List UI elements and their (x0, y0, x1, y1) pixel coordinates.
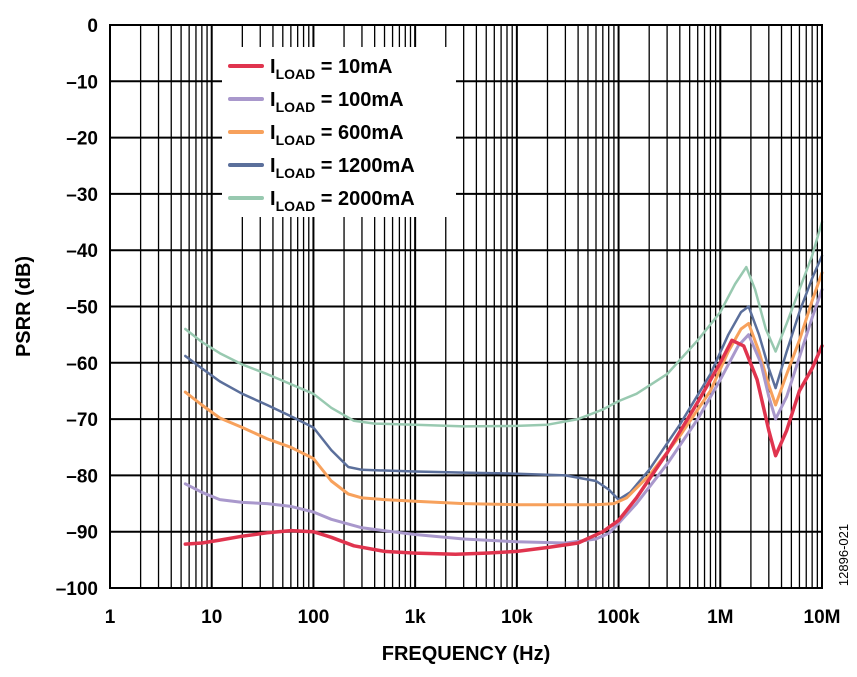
legend-label-subscript: LOAD (276, 132, 316, 148)
legend-label-value: = 1200mA (315, 155, 415, 177)
x-tick-labels: 1 10 100 1k 10k 100k 1M 10M (105, 607, 841, 628)
y-tick-label: –80 (66, 466, 98, 487)
legend-label: ILOAD = 2000mA (270, 188, 415, 214)
y-tick-label: –30 (66, 185, 98, 206)
legend-label-subscript: LOAD (276, 198, 316, 214)
x-tick-label: 1M (707, 607, 733, 628)
legend-label-value: = 10mA (315, 56, 392, 78)
series-line (184, 220, 824, 428)
series-line (183, 338, 824, 556)
y-axis-title: PSRR (dB) (13, 256, 35, 357)
y-tick-label: –50 (66, 298, 98, 319)
legend-label: ILOAD = 600mA (270, 122, 404, 148)
y-tick-label: –60 (66, 354, 98, 375)
x-tick-label: 10k (501, 607, 533, 628)
x-tick-label: 100k (597, 607, 640, 628)
legend-label-subscript: LOAD (276, 99, 316, 115)
x-axis-title: FREQUENCY (Hz) (382, 643, 551, 665)
y-tick-label: –20 (66, 129, 98, 150)
series-line (183, 288, 824, 545)
legend-label-value: = 100mA (315, 89, 403, 111)
y-tick-label: –40 (66, 241, 98, 262)
figure-id: 12896-021 (836, 524, 851, 586)
y-tick-labels: 0 –10 –20 –30 –40 –50 –60 –70 –80 –90 –100 (56, 16, 98, 600)
legend-label-subscript: LOAD (276, 165, 316, 181)
series-line (184, 254, 824, 501)
legend-label-main: I (270, 155, 276, 177)
x-tick-label: 10 (201, 607, 222, 628)
y-tick-label: –10 (66, 72, 98, 93)
series-layer (183, 220, 824, 556)
x-tick-label: 1 (105, 607, 116, 628)
y-tick-label: –100 (56, 579, 98, 600)
y-tick-label: –70 (66, 410, 98, 431)
x-tick-label: 1k (405, 607, 427, 628)
legend-label-main: I (270, 188, 276, 210)
legend-label-value: = 2000mA (315, 188, 415, 210)
legend-label: ILOAD = 1200mA (270, 155, 415, 181)
legend-label: ILOAD = 100mA (270, 89, 404, 115)
plot-frame (109, 24, 823, 589)
legend-label-main: I (270, 122, 276, 144)
y-tick-label: –90 (66, 523, 98, 544)
legend-label-main: I (270, 89, 276, 111)
x-tick-label: 10M (804, 607, 841, 628)
legend-label-value: = 600mA (315, 122, 403, 144)
y-tick-label: 0 (87, 16, 98, 37)
legend-label-main: I (270, 56, 276, 78)
series-line (183, 271, 824, 507)
legend-label: ILOAD = 10mA (270, 56, 393, 82)
legend-label-subscript: LOAD (276, 66, 316, 82)
x-tick-label: 100 (298, 607, 330, 628)
